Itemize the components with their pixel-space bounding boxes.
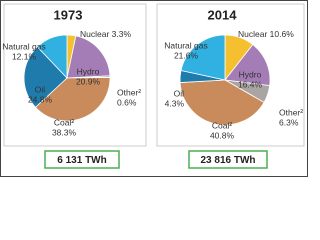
- pie-slice: [180, 34, 226, 81]
- category-label: Hydro: [77, 66, 100, 76]
- value-label: 24.8%: [28, 94, 53, 104]
- category-label: Natural gas: [164, 40, 207, 50]
- value-label: 20.9%: [76, 76, 101, 86]
- pie-slice: [179, 79, 265, 126]
- chart-title: 1973: [54, 7, 83, 22]
- category-label: Nuclear: [238, 29, 267, 39]
- value-label: 0.6%: [117, 97, 137, 107]
- value-label: 10.6%: [270, 29, 295, 39]
- category-label: Natural gas: [2, 41, 45, 51]
- category-label: Oil: [35, 84, 46, 94]
- value-label: 40.8%: [210, 130, 235, 140]
- chart-title: 2014: [208, 7, 238, 22]
- total-box: [44, 150, 120, 169]
- value-label: 12.1%: [12, 51, 37, 61]
- category-label: Other²: [117, 87, 141, 97]
- slice-label: Nuclear 3.3%: [80, 29, 131, 39]
- total-box: [188, 150, 268, 169]
- category-label: Nuclear: [80, 29, 109, 39]
- pie-slice: [224, 44, 271, 87]
- value-label: 6.3%: [279, 117, 299, 127]
- value-label: 3.3%: [112, 29, 132, 39]
- category-label: Hydro: [239, 69, 262, 79]
- value-label: 21.6%: [174, 50, 199, 60]
- value-label: 38.3%: [52, 127, 77, 137]
- slice-label: Nuclear 10.6%: [238, 29, 294, 39]
- pie-slice: [23, 46, 68, 108]
- pie-slice: [36, 34, 68, 80]
- value-label: 16.4%: [238, 79, 263, 89]
- category-label: Other²: [279, 107, 303, 117]
- pie-slice: [34, 77, 111, 122]
- value-label: 4.3%: [165, 98, 185, 108]
- total-label: 6 131 TWh: [57, 155, 106, 166]
- total-label: 23 816 TWh: [200, 155, 255, 166]
- category-label: Coal²: [212, 120, 232, 130]
- category-label: Oil: [174, 88, 185, 98]
- pie-slice: [66, 35, 111, 79]
- category-label: Coal²: [54, 117, 74, 127]
